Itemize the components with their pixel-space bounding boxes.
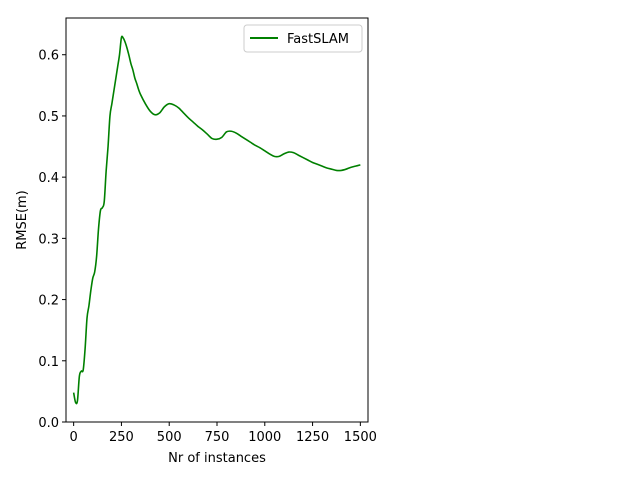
y-tick-label: 0.4 (38, 171, 59, 186)
x-tick-label: 750 (205, 430, 230, 445)
x-axis-label: Nr of instances (168, 451, 266, 466)
plot-area (72, 35, 361, 405)
y-tick-label: 0.5 (38, 110, 59, 125)
y-tick-label: 0.1 (38, 355, 59, 370)
x-axis-ticks: 0 250 500 750 1000 1250 1500 (70, 422, 377, 445)
legend-label-fastslam: FastSLAM (287, 32, 349, 47)
plot-frame (65, 17, 369, 423)
series-line-fastslam (72, 35, 361, 405)
x-tick-label: 1500 (344, 430, 377, 445)
y-tick-label: 0.0 (38, 416, 59, 431)
x-tick-label: 0 (70, 430, 78, 445)
y-tick-label: 0.3 (38, 232, 59, 247)
x-tick-label: 500 (157, 430, 182, 445)
y-tick-label: 0.6 (38, 49, 59, 64)
y-axis-label: RMSE(m) (15, 190, 30, 250)
legend-box (243, 24, 363, 53)
x-tick-label: 1250 (296, 430, 329, 445)
y-axis-ticks: 0.0 0.1 0.2 0.3 0.4 0.5 0.6 (38, 49, 66, 431)
legend: FastSLAM (243, 24, 363, 53)
y-tick-label: 0.2 (38, 294, 59, 309)
x-tick-label: 1000 (248, 430, 281, 445)
x-tick-label: 250 (109, 430, 134, 445)
